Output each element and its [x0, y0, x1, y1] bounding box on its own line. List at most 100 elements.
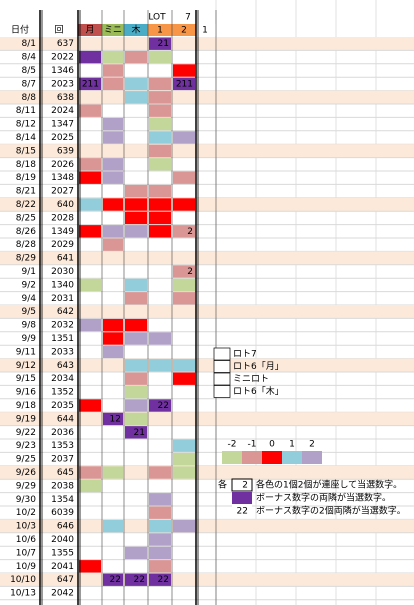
- cell: [149, 37, 171, 50]
- row-shade: [0, 358, 414, 372]
- cell: [103, 50, 123, 64]
- cell: [79, 479, 101, 493]
- header-label: 月: [85, 25, 94, 36]
- cell: [125, 211, 147, 225]
- draw-number: 1351: [51, 334, 74, 344]
- note-box: [232, 505, 252, 517]
- date: 8/7: [22, 79, 36, 89]
- cell: [125, 225, 147, 238]
- date: 8/15: [16, 146, 36, 156]
- scale-swatch: [282, 451, 302, 464]
- draw-number: 2023: [51, 79, 74, 89]
- header-label: 1: [157, 26, 163, 36]
- cell-label: 21: [158, 39, 169, 49]
- draw-number: 640: [57, 200, 74, 210]
- note-text: ボーナス数字の2個両隣が当選数字。: [256, 505, 406, 517]
- cell: [125, 50, 147, 64]
- draw-number: 642: [57, 307, 74, 317]
- draw-number: 1354: [51, 495, 74, 505]
- cell: [149, 332, 171, 345]
- draw-number: 639: [57, 146, 74, 156]
- cell: [103, 131, 123, 144]
- note-box: [231, 478, 253, 492]
- cell: [149, 533, 171, 546]
- date: 9/29: [16, 481, 36, 491]
- date: 10/13: [10, 589, 36, 599]
- legend-label: ロト7: [233, 350, 257, 360]
- cell: [103, 332, 123, 345]
- cell: [149, 91, 171, 104]
- cell: [149, 184, 171, 198]
- cell: [125, 278, 147, 292]
- date: 10/6: [16, 535, 36, 545]
- cell: [173, 225, 195, 238]
- cell: [149, 466, 171, 479]
- cell: [173, 359, 195, 372]
- cell: [125, 91, 147, 104]
- header-label: 日付: [11, 25, 29, 36]
- draw-number: 2033: [51, 347, 74, 357]
- date: 8/8: [22, 93, 37, 103]
- scale-swatch: [302, 451, 322, 464]
- cell: [125, 573, 147, 586]
- draw-number: 2024: [51, 106, 74, 116]
- legend-box: [213, 385, 231, 398]
- note-box-label: 22: [237, 507, 248, 517]
- cell: [125, 332, 147, 345]
- draw-number: 2028: [51, 213, 74, 223]
- cell: [79, 466, 101, 479]
- cell: [125, 184, 147, 198]
- cell: [103, 117, 123, 131]
- note-prefix: 各: [218, 479, 227, 491]
- cell: [103, 238, 123, 251]
- cell: [173, 519, 195, 533]
- draw-number: 2025: [51, 133, 74, 143]
- cell: [149, 117, 171, 131]
- row-shade: [0, 305, 414, 319]
- date: 8/28: [16, 240, 36, 250]
- legend-box: [213, 347, 231, 361]
- cell: [149, 50, 171, 64]
- cell: [79, 171, 101, 184]
- date: 10/10: [10, 575, 36, 585]
- draw-number: 646: [57, 522, 74, 532]
- scale-swatch: [262, 451, 282, 464]
- cell-label: 2: [187, 267, 193, 277]
- date: 8/4: [22, 53, 37, 63]
- draw-number: 2040: [51, 535, 74, 545]
- cell: [125, 198, 147, 211]
- date: 8/19: [16, 173, 36, 183]
- cell-label: 22: [158, 575, 169, 585]
- date: 9/5: [22, 307, 36, 317]
- cell: [149, 546, 171, 560]
- scale-label: 0: [269, 440, 275, 450]
- cell-label: 211: [176, 79, 193, 89]
- draw-number: 2038: [51, 481, 74, 491]
- legend-box: [213, 360, 231, 373]
- scale-label: -1: [248, 440, 257, 450]
- draw-number: 2027: [51, 187, 74, 197]
- date: 9/4: [22, 294, 37, 304]
- cell: [79, 198, 101, 211]
- cell: [173, 64, 195, 77]
- note-box-label: 2: [242, 481, 248, 491]
- cell: [149, 211, 171, 225]
- cell: [149, 77, 171, 91]
- cell-label: 21: [134, 428, 145, 438]
- draw-number: 1352: [51, 388, 74, 398]
- header-label: 木: [131, 24, 140, 36]
- date: 8/14: [16, 133, 36, 143]
- date: 8/22: [16, 200, 36, 210]
- scale-swatch: [222, 451, 242, 464]
- row-shade: [0, 37, 414, 51]
- header-label: 2: [181, 26, 187, 36]
- header-cell: [0, 24, 40, 36]
- cell: [103, 573, 123, 586]
- draw-number: 2030: [51, 267, 74, 277]
- draw-number: 643: [57, 361, 74, 371]
- cell: [125, 399, 147, 412]
- cell: [125, 385, 147, 399]
- draw-number: 2037: [51, 455, 74, 465]
- cell: [173, 439, 195, 452]
